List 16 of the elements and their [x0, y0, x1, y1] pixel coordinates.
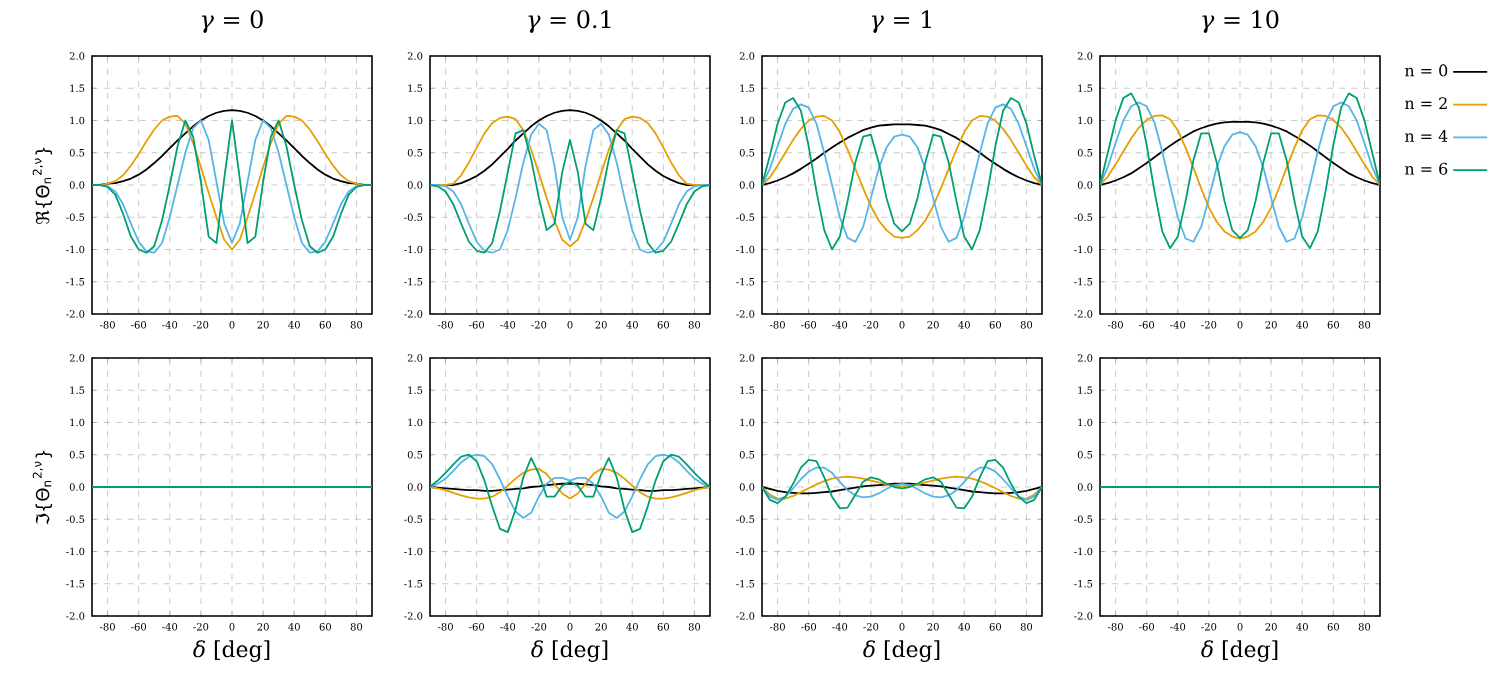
- chart-title: γ = 10: [1202, 10, 1279, 33]
- line-series: [762, 459, 1042, 510]
- chart-title: γ = 0: [201, 10, 263, 33]
- line-series: [762, 475, 1042, 500]
- line-series: [430, 468, 710, 500]
- x-axis-title: δ [deg]: [193, 640, 270, 662]
- line-series: [430, 453, 710, 534]
- y-axis-title: ℜ{Θ$_{n}$$^{2,ν}$}: [32, 147, 53, 224]
- chart-title: γ = 0.1: [528, 10, 611, 33]
- chart-title: γ = 1: [871, 10, 931, 33]
- line-series: [430, 453, 710, 519]
- y-axis-title: ℑ{Θ$_{n}$$^{2,ν}$}: [32, 450, 53, 525]
- x-axis-title: δ [deg]: [531, 640, 608, 662]
- line-series: [762, 466, 1042, 501]
- x-axis-title: δ [deg]: [1201, 640, 1278, 662]
- x-axis-title: δ [deg]: [863, 640, 940, 662]
